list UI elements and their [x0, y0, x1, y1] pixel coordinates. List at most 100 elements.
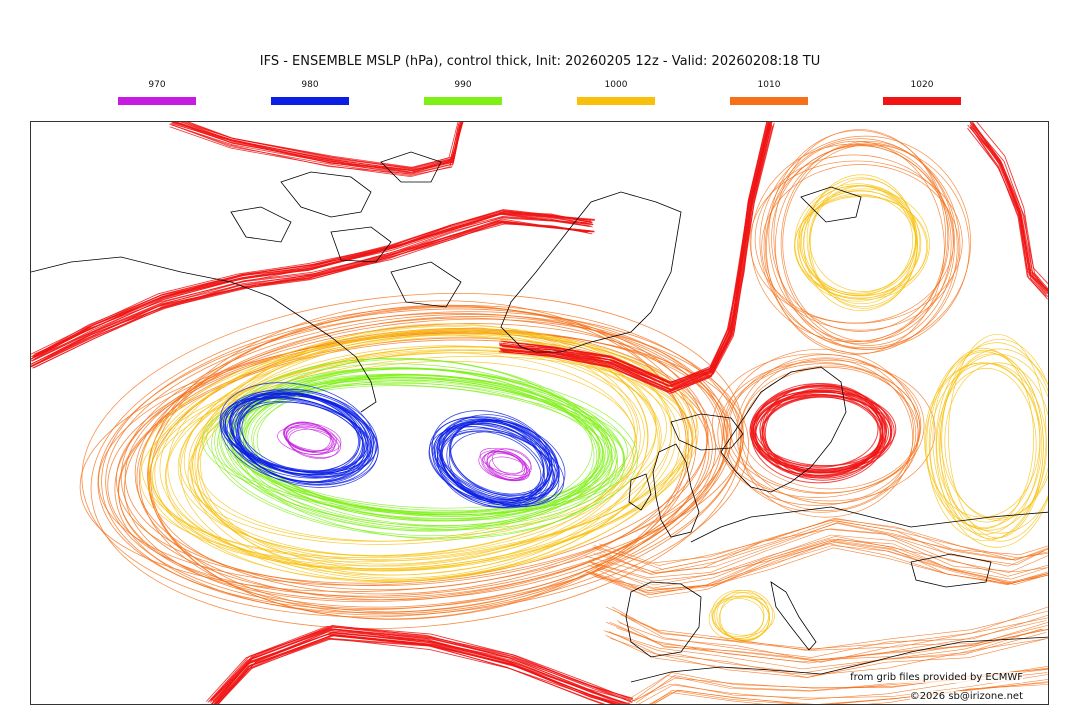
isobar-1020 [972, 122, 1048, 292]
isobar-1020 [754, 390, 895, 474]
isobar-1000 [200, 330, 641, 571]
isobar-1020 [31, 212, 593, 358]
isobar-1010 [740, 365, 921, 490]
isobar-1000 [935, 342, 1048, 548]
isobar-1020 [969, 126, 1048, 300]
legend-label: 970 [148, 80, 166, 90]
isobar-1010 [120, 314, 729, 598]
isobar-1000 [936, 367, 1037, 523]
isobar-1010 [593, 519, 1048, 564]
isobar-1020 [210, 625, 634, 702]
isobar-1020 [215, 635, 614, 704]
isobar-1010 [595, 541, 1048, 590]
isobar-1010 [611, 606, 1048, 650]
isobar-1000 [926, 349, 1044, 542]
isobar-lines [31, 122, 1048, 704]
isobar-1010 [124, 323, 724, 587]
isobar-1000 [154, 329, 689, 581]
isobar-1010 [605, 606, 1048, 651]
isobar-1020 [183, 122, 459, 170]
legend-swatch [118, 97, 196, 105]
isobar-1010 [780, 140, 955, 346]
isobar-1010 [749, 160, 963, 324]
isobar-990 [201, 384, 625, 516]
isobar-970 [288, 428, 340, 459]
isobar-1010 [616, 627, 1048, 661]
isobar-1020 [31, 222, 589, 367]
isobar-1020 [499, 122, 768, 387]
isobar-1020 [750, 389, 893, 470]
isobar-1020 [31, 213, 593, 358]
isobar-1010 [584, 528, 1045, 574]
isobar-1020 [217, 634, 619, 704]
iceland-coast [670, 413, 744, 451]
isobar-990 [243, 359, 593, 522]
legend-item-990: 990 [424, 80, 502, 105]
iberia-coast [625, 581, 702, 658]
isobar-1010 [613, 609, 1048, 658]
isobar-1010 [593, 545, 1048, 591]
british-isles-coast [628, 443, 700, 538]
isobar-1000 [797, 188, 930, 300]
isobar-1000 [159, 328, 689, 572]
isobar-990 [253, 380, 605, 517]
scandinavia-coast [720, 366, 847, 493]
greenland-coast [500, 191, 682, 353]
isobar-1020 [976, 122, 1048, 285]
canada-coast [31, 256, 377, 413]
isobar-1020 [217, 638, 617, 704]
isobar-980 [238, 395, 372, 485]
isobar-990 [230, 382, 625, 515]
legend-swatch [577, 97, 655, 105]
legend-item-1000: 1000 [577, 80, 655, 105]
isobar-1010 [597, 522, 1048, 574]
isobar-1000 [712, 598, 764, 638]
isobar-1010 [750, 143, 954, 343]
isobar-1020 [171, 122, 461, 173]
isobar-1000 [794, 196, 929, 296]
isobar-1010 [736, 354, 915, 511]
isobar-1010 [101, 308, 727, 614]
isobar-1000 [192, 334, 636, 565]
isobar-1010 [761, 164, 960, 331]
legend-swatch [883, 97, 961, 105]
isobar-1010 [98, 330, 732, 586]
isobar-1010 [606, 620, 1047, 663]
isobar-1000 [806, 174, 916, 305]
isobar-1000 [708, 595, 770, 642]
isobar-970 [486, 448, 532, 479]
isobar-990 [242, 376, 618, 522]
isobar-1010 [592, 539, 1048, 592]
isobar-1010 [585, 547, 1048, 594]
isobar-1010 [114, 318, 749, 616]
isobar-970 [286, 426, 342, 458]
isobar-1010 [773, 129, 947, 344]
isobar-1020 [214, 635, 616, 704]
arctic-islands-coast [230, 151, 462, 308]
isobar-1000 [190, 346, 662, 562]
isobar-970 [283, 421, 331, 453]
isobar-1000 [194, 326, 649, 576]
isobar-1020 [969, 124, 1048, 295]
isobar-1020 [972, 122, 1048, 291]
isobar-1010 [729, 357, 925, 494]
isobar-1020 [31, 213, 589, 360]
isobar-990 [224, 357, 601, 531]
isobar-1010 [592, 522, 1048, 575]
isobar-1010 [603, 628, 1044, 670]
isobar-1020 [500, 124, 773, 391]
isobar-990 [245, 375, 613, 516]
isobar-1010 [134, 317, 709, 591]
isobar-970 [489, 456, 530, 481]
isobar-1000 [941, 338, 1048, 542]
isobar-970 [478, 450, 525, 480]
isobar-1000 [150, 333, 699, 570]
isobar-1020 [31, 215, 590, 362]
isobar-1000 [714, 591, 765, 639]
legend-label: 1010 [757, 80, 781, 90]
isobar-1020 [500, 123, 770, 391]
isobar-1020 [187, 122, 461, 169]
isobar-990 [214, 363, 613, 537]
isobar-980 [236, 392, 364, 483]
legend-swatch [424, 97, 502, 105]
